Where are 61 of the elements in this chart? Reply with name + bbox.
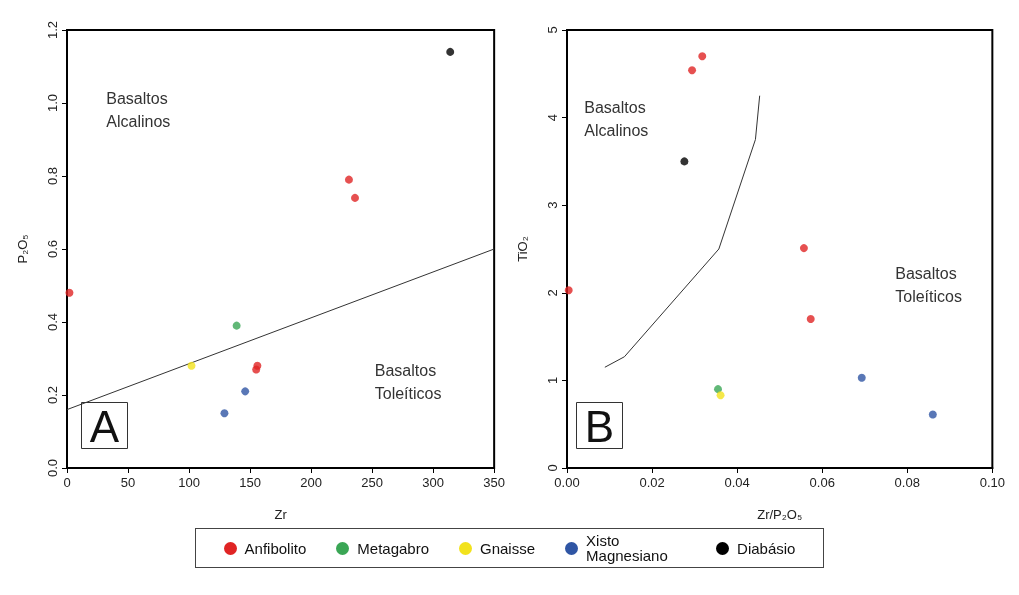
x-tick-label: 200 — [300, 475, 322, 490]
point — [714, 385, 722, 394]
point — [688, 66, 697, 75]
x-tick-label: 250 — [361, 475, 383, 490]
y-tick-label: 5 — [545, 26, 560, 34]
point — [344, 175, 353, 184]
point — [232, 321, 241, 330]
point — [65, 288, 74, 297]
point — [187, 361, 196, 370]
y-tick-label: 3 — [545, 201, 560, 209]
y-tick-label: 0.2 — [45, 385, 60, 405]
x-tick-label: 0.02 — [639, 475, 665, 490]
legend-label: Anfibolito — [244, 539, 307, 557]
x-axis-title: Zr/P₂O₅ — [757, 507, 803, 522]
point — [446, 47, 455, 56]
y-tick-label: 1.0 — [45, 93, 60, 113]
x-tick-label: 300 — [422, 475, 444, 490]
point — [806, 315, 815, 324]
point — [928, 410, 937, 419]
x-tick-label: 350 — [483, 475, 506, 490]
point — [564, 286, 573, 295]
y-tick-label: 1.2 — [45, 20, 60, 40]
point — [351, 193, 360, 202]
legend-label: Xisto Magnesiano — [586, 532, 669, 564]
annotation: B — [584, 402, 615, 451]
y-axis-title: TiO₂ — [515, 236, 530, 262]
point — [716, 391, 725, 400]
annotation: Basaltos Toleíticos — [374, 361, 442, 402]
y-tick-label: 0.8 — [45, 166, 60, 186]
y-tick-label: 1 — [545, 376, 560, 385]
annotation: Basaltos Toleíticos — [895, 265, 962, 306]
point — [799, 244, 808, 253]
x-tick-label: 0.00 — [554, 475, 580, 490]
y-tick-label: 0.0 — [45, 458, 60, 478]
point — [241, 387, 250, 396]
x-tick-label: 0.04 — [724, 475, 750, 490]
y-tick-label: 0 — [545, 464, 560, 472]
x-tick-label: 0 — [63, 475, 71, 490]
y-axis-title: P₂O₅ — [15, 234, 30, 264]
point — [698, 52, 707, 61]
point — [220, 409, 229, 418]
x-axis-title: Zr — [274, 507, 288, 522]
y-tick-label: 0.6 — [45, 239, 60, 259]
y-tick-label: 0.4 — [45, 312, 60, 332]
x-tick-label: 0.06 — [809, 475, 835, 490]
y-tick-label: 2 — [545, 289, 560, 297]
x-tick-label: 0.10 — [979, 475, 1006, 490]
x-tick-label: 0.08 — [894, 475, 920, 490]
x-tick-label: 100 — [178, 475, 200, 490]
legend-label: Metagabro — [357, 539, 430, 557]
annotation: Basaltos Alcalinos — [106, 89, 171, 130]
point — [857, 373, 866, 382]
annotation: A — [89, 402, 120, 451]
x-tick-label: 50 — [120, 475, 136, 490]
y-tick-label: 4 — [545, 113, 560, 122]
point — [253, 361, 262, 370]
legend-label: Gnaisse — [480, 539, 536, 557]
annotation: Basaltos Alcalinos — [584, 98, 649, 139]
x-tick-label: 150 — [239, 475, 261, 490]
point — [680, 157, 689, 166]
legend-label: Diabásio — [737, 539, 796, 557]
